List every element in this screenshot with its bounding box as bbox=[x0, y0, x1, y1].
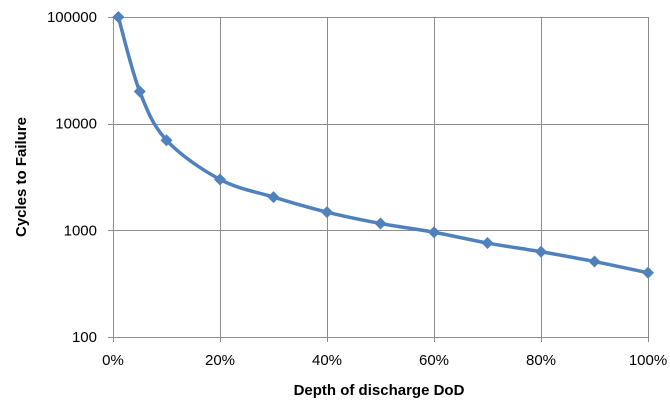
data-point-marker bbox=[321, 206, 333, 219]
y-tick-label: 100 bbox=[72, 329, 97, 346]
series-layer bbox=[112, 11, 654, 279]
x-tick-label: 100% bbox=[629, 352, 667, 369]
y-tick-label: 100000 bbox=[47, 9, 97, 26]
data-point-marker bbox=[160, 134, 173, 147]
data-point-marker bbox=[481, 237, 494, 250]
y-tick-label: 1000 bbox=[64, 222, 97, 239]
data-point-marker bbox=[642, 266, 654, 279]
data-point-marker bbox=[374, 217, 387, 230]
tick-labels: 100 1000 10000 100000 0% 20% 40% 60% 80% 100% bbox=[47, 9, 667, 369]
data-point-marker bbox=[112, 11, 125, 23]
x-axis-title: Depth of discharge DoD bbox=[294, 382, 465, 399]
data-point-marker bbox=[214, 173, 226, 186]
x-tick-label: 0% bbox=[102, 352, 124, 369]
y-tick-label: 10000 bbox=[55, 116, 97, 133]
axes bbox=[108, 17, 649, 342]
x-tick-label: 60% bbox=[419, 352, 449, 369]
series-line bbox=[116, 15, 650, 275]
data-point-marker bbox=[588, 255, 601, 268]
x-tick-label: 40% bbox=[312, 352, 342, 369]
data-point-marker bbox=[267, 191, 280, 204]
y-axis-title: Cycles to Failure bbox=[13, 117, 30, 237]
grid bbox=[113, 17, 649, 338]
data-point-marker bbox=[133, 85, 146, 98]
x-tick-label: 80% bbox=[526, 352, 556, 369]
data-point-marker bbox=[535, 245, 547, 258]
x-tick-label: 20% bbox=[205, 352, 235, 369]
data-point-marker bbox=[428, 226, 440, 239]
